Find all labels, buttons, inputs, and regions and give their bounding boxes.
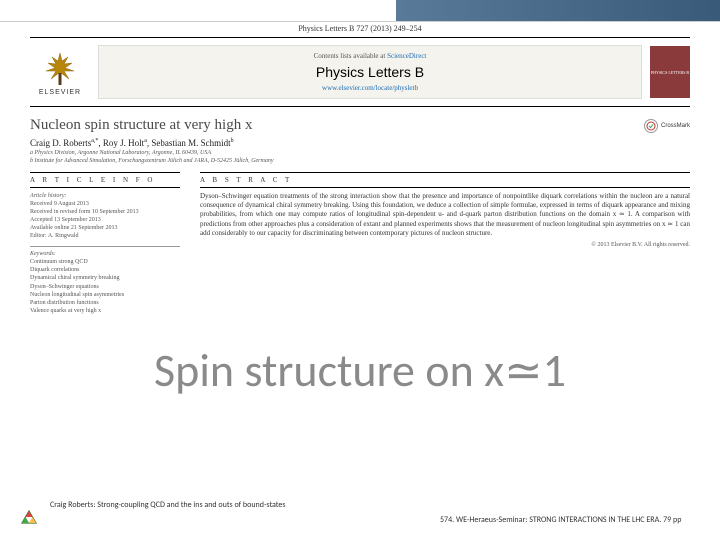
- top-accent-bar: [0, 0, 720, 22]
- article-title: Nucleon spin structure at very high x: [30, 117, 252, 134]
- slide-container: Physics Letters B 727 (2013) 249–254 ELS…: [0, 0, 720, 540]
- authors-line: Craig D. Robertsa,*, Roy J. Holta, Sebas…: [30, 138, 690, 148]
- article-info-label: A R T I C L E I N F O: [30, 172, 180, 188]
- crossmark-label: CrossMark: [661, 123, 690, 129]
- publisher-logo: ELSEVIER: [30, 42, 90, 102]
- big-title-post: 1: [543, 343, 566, 399]
- author-3-sup: b: [231, 138, 234, 144]
- article-info-column: A R T I C L E I N F O Article history: R…: [30, 172, 180, 315]
- keyword-3: Dynamical chiral symmetry breaking: [30, 274, 180, 282]
- rule-top: [30, 37, 690, 38]
- citation-line: Physics Letters B 727 (2013) 249–254: [0, 22, 720, 37]
- online-line: Available online 21 September 2013: [30, 224, 180, 232]
- revised-line: Received in revised form 10 September 20…: [30, 208, 180, 216]
- masthead: ELSEVIER Contents lists available at Sci…: [30, 42, 690, 102]
- keyword-4: Dyson–Schwinger equations: [30, 283, 180, 291]
- abstract-column: A B S T R A C T Dyson–Schwinger equation…: [200, 172, 690, 315]
- article-history: Article history: Received 9 August 2013 …: [30, 192, 180, 241]
- author-1-sup: a,*: [91, 138, 98, 144]
- footer-right-text: 574. WE-Heraeus-Seminar: STRONG INTERACT…: [440, 516, 700, 526]
- copyright-line: © 2013 Elsevier B.V. All rights reserved…: [200, 242, 690, 248]
- sciencedirect-link[interactable]: ScienceDirect: [387, 52, 426, 60]
- received-line: Received 9 August 2013: [30, 200, 180, 208]
- keywords-block: Keywords: Continuum strong QCD Diquark c…: [30, 246, 180, 315]
- author-1: Craig D. Roberts: [30, 138, 91, 148]
- big-title-approx: ≃: [504, 345, 543, 396]
- author-2: Roy J. Holt: [103, 138, 144, 148]
- slide-big-title: Spin structure on x≃1: [0, 343, 720, 399]
- keyword-6: Parton distribution functions: [30, 299, 180, 307]
- elsevier-tree-icon: [40, 49, 80, 89]
- journal-cover-thumb: PHYSICS LETTERS B: [650, 46, 690, 98]
- keyword-1: Continuum strong QCD: [30, 258, 180, 266]
- author-2-sup: a: [144, 138, 147, 144]
- info-abstract-row: A R T I C L E I N F O Article history: R…: [30, 172, 690, 315]
- keyword-5: Nucleon longitudinal spin asymmetries: [30, 291, 180, 299]
- abstract-label: A B S T R A C T: [200, 172, 690, 188]
- crossmark-icon: [644, 119, 658, 133]
- keyword-7: Valence quarks at very high x: [30, 307, 180, 315]
- contents-prefix: Contents lists available at: [314, 52, 388, 60]
- rule-mid: [30, 106, 690, 107]
- history-heading: Article history:: [30, 192, 180, 200]
- affiliation-a: a Physics Division, Argonne National Lab…: [30, 150, 690, 158]
- publisher-label: ELSEVIER: [39, 89, 81, 96]
- editor-line: Editor: A. Ringwald: [30, 232, 180, 240]
- crossmark-badge[interactable]: CrossMark: [644, 119, 690, 133]
- contents-line: Contents lists available at ScienceDirec…: [105, 52, 635, 60]
- cover-text: PHYSICS LETTERS B: [651, 70, 689, 75]
- abstract-text: Dyson–Schwinger equation treatments of t…: [200, 192, 690, 239]
- affiliations: a Physics Division, Argonne National Lab…: [30, 150, 690, 166]
- footer-logo-icon: [20, 510, 38, 528]
- journal-title: Physics Letters B: [105, 64, 635, 80]
- accepted-line: Accepted 13 September 2013: [30, 216, 180, 224]
- author-3: Sebastian M. Schmidt: [151, 138, 230, 148]
- keyword-2: Diquark correlations: [30, 266, 180, 274]
- affiliation-b: b Institute for Advanced Simulation, For…: [30, 158, 690, 166]
- footer-left-text: Craig Roberts: Strong-coupling QCD and t…: [50, 500, 286, 510]
- keywords-heading: Keywords:: [30, 250, 180, 258]
- article-title-row: Nucleon spin structure at very high x Cr…: [30, 117, 690, 134]
- big-title-pre: Spin structure on x: [154, 343, 504, 399]
- journal-url[interactable]: www.elsevier.com/locate/physletb: [105, 84, 635, 92]
- masthead-center: Contents lists available at ScienceDirec…: [98, 45, 642, 99]
